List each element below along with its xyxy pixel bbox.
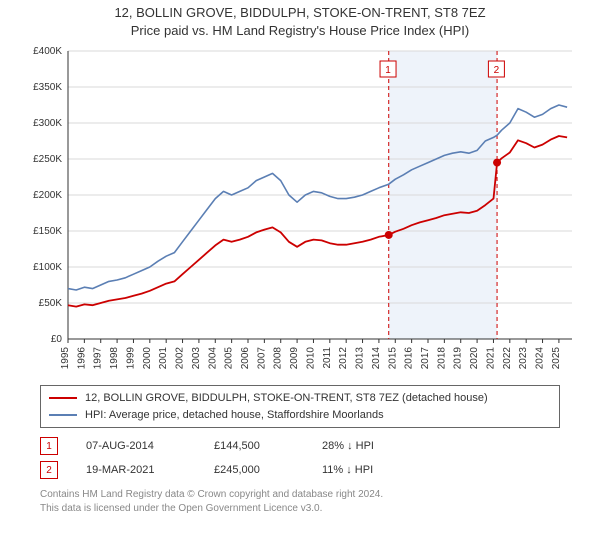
marker-badge: 2 xyxy=(40,461,58,479)
svg-text:2014: 2014 xyxy=(371,347,382,370)
svg-text:2019: 2019 xyxy=(453,347,464,370)
svg-text:£300K: £300K xyxy=(33,118,62,129)
svg-text:2017: 2017 xyxy=(420,347,431,370)
svg-text:1998: 1998 xyxy=(109,347,120,370)
svg-text:2007: 2007 xyxy=(256,347,267,370)
svg-text:1: 1 xyxy=(385,65,391,76)
svg-text:2015: 2015 xyxy=(387,347,398,370)
footer-line: This data is licensed under the Open Gov… xyxy=(40,502,560,516)
svg-text:1999: 1999 xyxy=(125,347,136,370)
svg-text:2008: 2008 xyxy=(273,347,284,370)
title-line-2: Price paid vs. HM Land Registry's House … xyxy=(0,22,600,40)
legend-label: 12, BOLLIN GROVE, BIDDULPH, STOKE-ON-TRE… xyxy=(85,390,488,407)
svg-text:2002: 2002 xyxy=(175,347,186,370)
marker-delta: 28% ↓ HPI xyxy=(322,440,374,452)
svg-text:2009: 2009 xyxy=(289,347,300,370)
svg-text:1995: 1995 xyxy=(60,347,71,370)
svg-text:1996: 1996 xyxy=(76,347,87,370)
price-chart: £0 £50K £100K £150K £200K £250K £300K £350K £400… xyxy=(20,39,580,379)
marker-table: 1 07-AUG-2014 £144,500 28% ↓ HPI 2 19-MA… xyxy=(40,434,560,482)
svg-text:2022: 2022 xyxy=(502,347,513,370)
svg-text:2024: 2024 xyxy=(535,347,546,370)
svg-text:£150K: £150K xyxy=(33,226,62,237)
marker-badge: 1 xyxy=(40,437,58,455)
svg-text:2005: 2005 xyxy=(224,347,235,370)
svg-text:£350K: £350K xyxy=(33,82,62,93)
svg-text:2000: 2000 xyxy=(142,347,153,370)
svg-text:2012: 2012 xyxy=(338,347,349,370)
legend-swatch xyxy=(49,397,77,399)
chart-title: 12, BOLLIN GROVE, BIDDULPH, STOKE-ON-TRE… xyxy=(0,0,600,39)
svg-text:2001: 2001 xyxy=(158,347,169,370)
svg-text:2011: 2011 xyxy=(322,347,333,369)
legend-row: 12, BOLLIN GROVE, BIDDULPH, STOKE-ON-TRE… xyxy=(49,390,551,407)
svg-text:2023: 2023 xyxy=(518,347,529,370)
svg-text:2010: 2010 xyxy=(305,347,316,370)
marker-row: 1 07-AUG-2014 £144,500 28% ↓ HPI xyxy=(40,434,560,458)
legend-label: HPI: Average price, detached house, Staf… xyxy=(85,407,384,424)
title-line-1: 12, BOLLIN GROVE, BIDDULPH, STOKE-ON-TRE… xyxy=(0,4,600,22)
svg-text:1997: 1997 xyxy=(93,347,104,370)
svg-text:£200K: £200K xyxy=(33,190,62,201)
svg-text:2018: 2018 xyxy=(436,347,447,370)
svg-text:£400K: £400K xyxy=(33,46,62,57)
svg-text:2025: 2025 xyxy=(551,347,562,370)
svg-text:£250K: £250K xyxy=(33,154,62,165)
svg-text:£50K: £50K xyxy=(39,298,63,309)
svg-text:2016: 2016 xyxy=(404,347,415,370)
svg-text:2020: 2020 xyxy=(469,347,480,370)
marker-row: 2 19-MAR-2021 £245,000 11% ↓ HPI xyxy=(40,458,560,482)
legend-swatch xyxy=(49,414,77,416)
svg-text:2013: 2013 xyxy=(355,347,366,370)
svg-text:2: 2 xyxy=(494,65,500,76)
svg-text:£100K: £100K xyxy=(33,262,62,273)
marker-price: £245,000 xyxy=(214,464,294,476)
svg-text:2003: 2003 xyxy=(191,347,202,370)
marker-price: £144,500 xyxy=(214,440,294,452)
footer-line: Contains HM Land Registry data © Crown c… xyxy=(40,488,560,502)
footer: Contains HM Land Registry data © Crown c… xyxy=(40,488,560,515)
marker-date: 19-MAR-2021 xyxy=(86,464,186,476)
svg-text:2006: 2006 xyxy=(240,347,251,370)
svg-text:£0: £0 xyxy=(51,334,63,345)
svg-text:2021: 2021 xyxy=(485,347,496,370)
legend-box: 12, BOLLIN GROVE, BIDDULPH, STOKE-ON-TRE… xyxy=(40,385,560,428)
svg-text:2004: 2004 xyxy=(207,347,218,370)
marker-delta: 11% ↓ HPI xyxy=(322,464,373,476)
legend-row: HPI: Average price, detached house, Staf… xyxy=(49,407,551,424)
marker-date: 07-AUG-2014 xyxy=(86,440,186,452)
